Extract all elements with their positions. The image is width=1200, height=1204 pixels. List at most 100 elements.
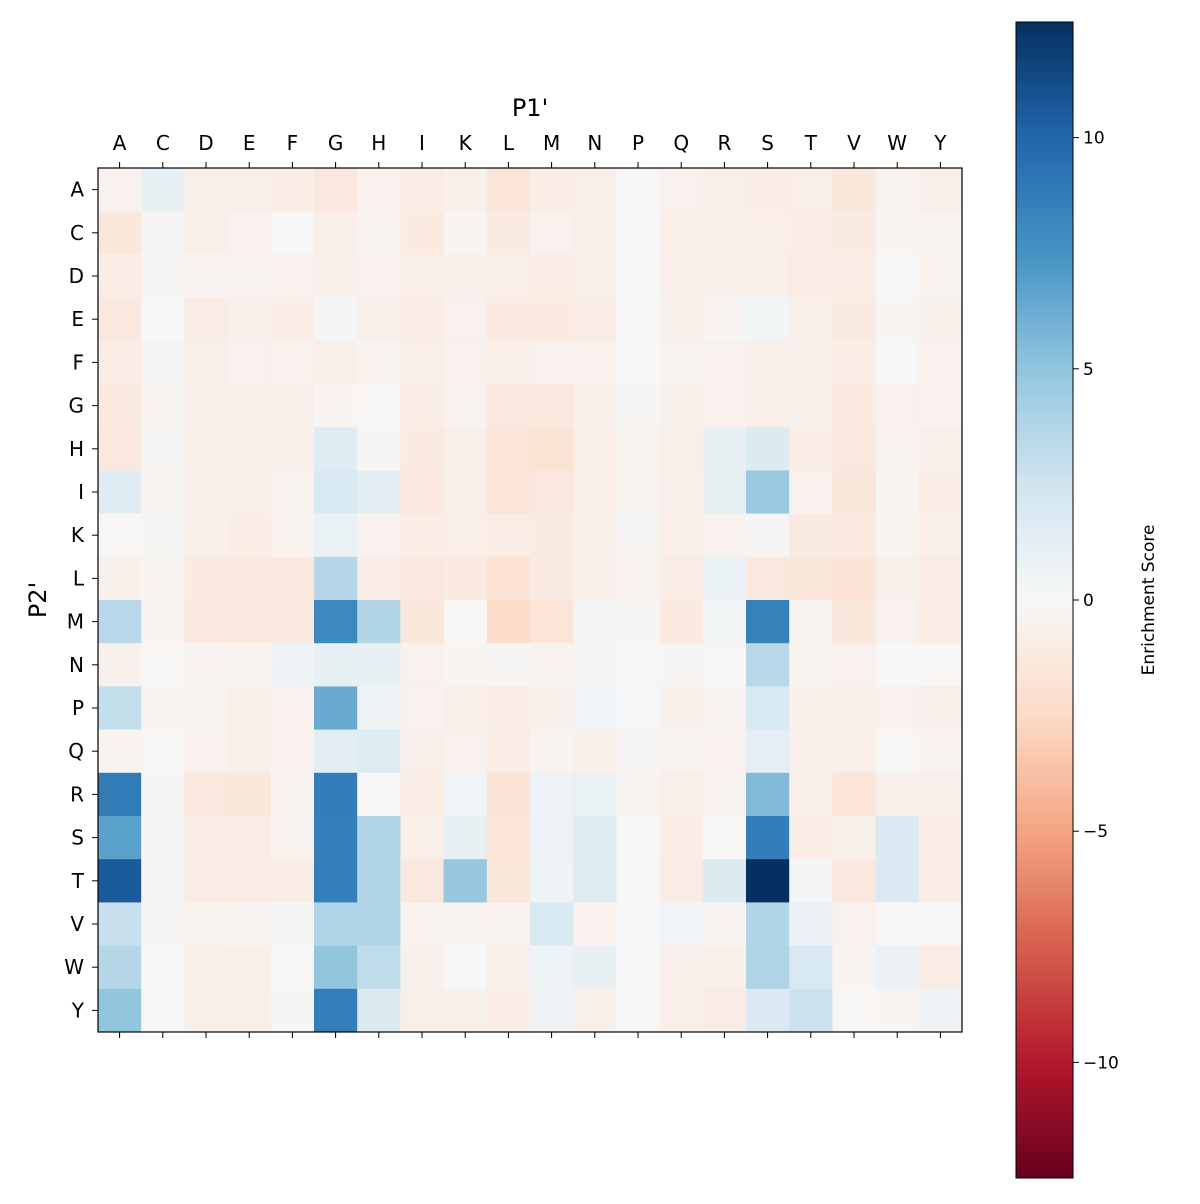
heatmap-cell — [573, 470, 617, 515]
x-tick-label: E — [243, 131, 256, 155]
heatmap-cell — [357, 297, 401, 342]
heatmap-cell — [530, 211, 574, 255]
heatmap-cell — [875, 902, 920, 947]
heatmap-cell — [918, 384, 963, 428]
heatmap-cell — [270, 556, 315, 601]
heatmap-cell — [530, 297, 574, 342]
heatmap-cell — [270, 643, 315, 687]
heatmap-cell — [486, 816, 531, 860]
heatmap-cell — [789, 686, 833, 731]
heatmap-cell — [443, 600, 488, 644]
heatmap-cell — [443, 945, 488, 990]
heatmap-cell — [357, 168, 401, 212]
heatmap-cell — [184, 988, 229, 1033]
heatmap-cell — [530, 643, 574, 687]
heatmap-cell — [98, 816, 142, 860]
heatmap-cell — [400, 816, 445, 860]
heatmap-cell — [659, 556, 704, 601]
heatmap-cell — [875, 945, 920, 990]
heatmap-cell — [400, 470, 445, 515]
heatmap-cell — [314, 988, 358, 1033]
heatmap-cell — [530, 340, 574, 385]
heatmap-cell — [616, 340, 661, 385]
heatmap-cell — [832, 427, 877, 471]
heatmap-cell — [746, 470, 790, 515]
heatmap-cell — [832, 816, 877, 860]
heatmap-cell — [789, 168, 833, 212]
heatmap-cell — [227, 729, 272, 774]
heatmap-cell — [746, 643, 790, 687]
heatmap-cell — [832, 168, 877, 212]
heatmap-cell — [746, 902, 790, 947]
heatmap-cell — [659, 772, 704, 817]
heatmap-cell — [357, 686, 401, 731]
heatmap-cell — [270, 513, 315, 558]
heatmap-cell — [98, 340, 142, 385]
heatmap-cell — [443, 427, 488, 471]
heatmap-cell — [702, 384, 747, 428]
heatmap-cell — [141, 729, 185, 774]
heatmap-cell — [227, 600, 272, 644]
heatmap-cell — [141, 686, 185, 731]
y-tick-label: H — [69, 437, 84, 461]
heatmap-cell — [443, 211, 488, 255]
heatmap-cell — [702, 211, 747, 255]
heatmap-cell — [227, 643, 272, 687]
heatmap-cell — [659, 600, 704, 644]
heatmap-cell — [98, 988, 142, 1033]
heatmap-cell — [918, 945, 963, 990]
heatmap-cell — [486, 600, 531, 644]
heatmap-cell — [443, 686, 488, 731]
heatmap-cell — [357, 988, 401, 1033]
heatmap-cell — [357, 772, 401, 817]
heatmap-cell — [184, 556, 229, 601]
heatmap-cell — [184, 470, 229, 515]
heatmap-cell — [141, 211, 185, 255]
heatmap-cell — [573, 427, 617, 471]
heatmap-cell — [270, 686, 315, 731]
heatmap-cell — [530, 729, 574, 774]
heatmap-cell — [918, 643, 963, 687]
heatmap-cell — [832, 902, 877, 947]
heatmap-cell — [530, 384, 574, 428]
heatmap-cell — [314, 902, 358, 947]
heatmap-cell — [875, 556, 920, 601]
y-tick-label: S — [71, 826, 84, 850]
heatmap-cell — [400, 729, 445, 774]
heatmap-cell — [400, 427, 445, 471]
heatmap-cell — [141, 945, 185, 990]
heatmap-cell — [616, 859, 661, 903]
heatmap-cell — [530, 513, 574, 558]
heatmap-cell — [918, 816, 963, 860]
heatmap-cell — [400, 988, 445, 1033]
x-tick-label: S — [761, 131, 774, 155]
heatmap-cell — [314, 816, 358, 860]
heatmap-cell — [227, 384, 272, 428]
heatmap-cell — [789, 340, 833, 385]
heatmap-cell — [443, 513, 488, 558]
heatmap-cell — [573, 384, 617, 428]
heatmap-cell — [357, 729, 401, 774]
heatmap-cell — [918, 859, 963, 903]
heatmap-cell — [314, 168, 358, 212]
x-tick-label: P — [632, 131, 644, 155]
heatmap-cell — [659, 470, 704, 515]
heatmap-cell — [357, 254, 401, 299]
heatmap-cell — [573, 340, 617, 385]
y-tick-label: G — [69, 394, 85, 418]
heatmap-cell — [314, 643, 358, 687]
heatmap-cell — [98, 902, 142, 947]
heatmap-cell — [227, 816, 272, 860]
heatmap-cell — [573, 643, 617, 687]
heatmap-cell — [227, 254, 272, 299]
heatmap-cell — [659, 729, 704, 774]
heatmap-cell — [702, 945, 747, 990]
heatmap-cell — [746, 211, 790, 255]
heatmap-cell — [184, 686, 229, 731]
y-tick-label: A — [70, 178, 84, 202]
heatmap-cell — [702, 427, 747, 471]
heatmap-cell — [573, 859, 617, 903]
heatmap-cell — [184, 254, 229, 299]
heatmap-cell — [789, 254, 833, 299]
heatmap-cell — [400, 556, 445, 601]
